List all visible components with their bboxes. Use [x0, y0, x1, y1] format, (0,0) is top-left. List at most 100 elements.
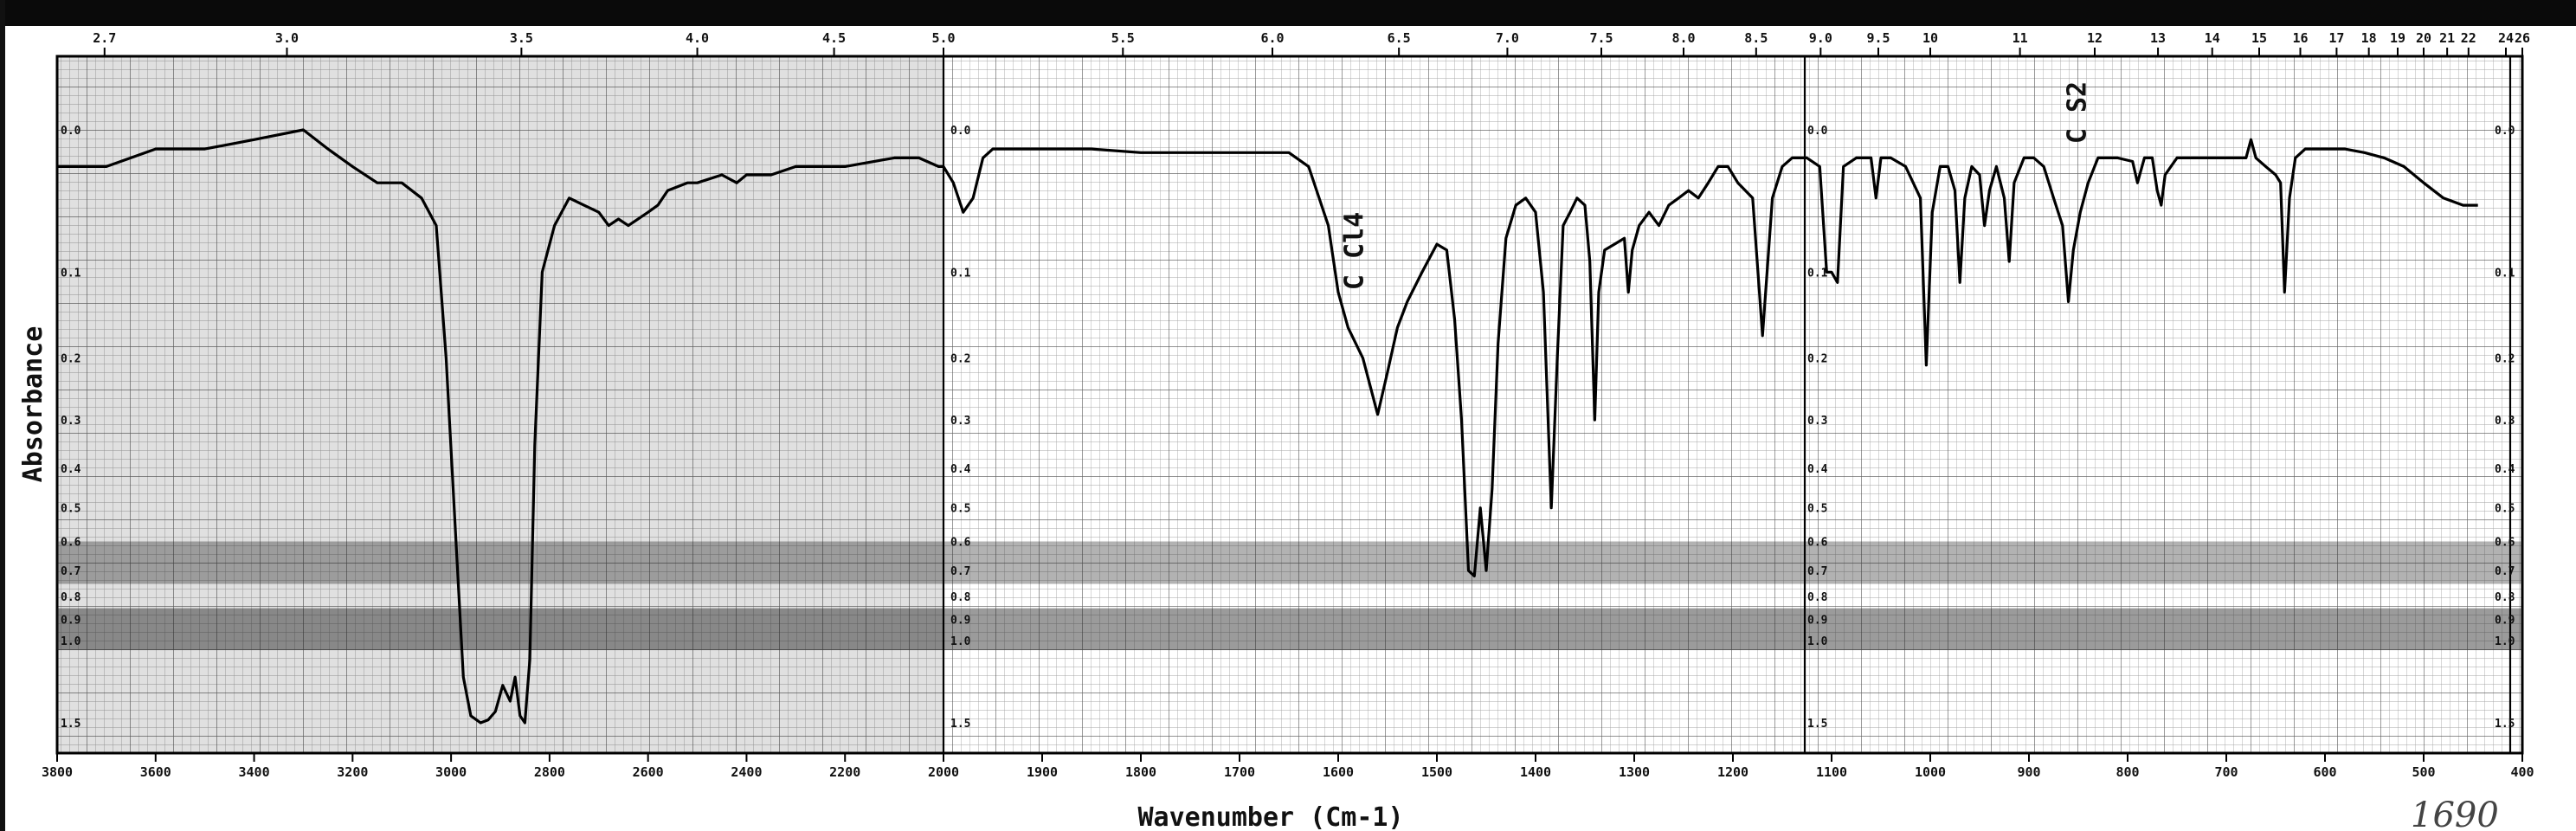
- top-tick-label-10: 7.5: [1589, 30, 1613, 46]
- top-tick-label-13: 9.0: [1809, 30, 1832, 46]
- x-axis-title: Wavenumber (Cm-1): [1137, 802, 1403, 831]
- abs-tick-label-1-6: 0.6: [950, 537, 971, 550]
- abs-tick-label-0-4: 0.4: [61, 463, 81, 476]
- x-tick-label-1200: 1200: [1717, 764, 1748, 780]
- abs-tick-label-3-0: 0.0: [2495, 125, 2515, 138]
- abs-tick-label-2-1: 0.1: [1807, 267, 1828, 280]
- absorbance-axis: 0.0 0.1 0.2 0.3 0.4 0.5 0.6 0.7 0.8 0.9 1.0 1.5 0.0 0…: [61, 125, 2515, 731]
- top-tick-label-20: 15: [2251, 30, 2267, 46]
- abs-tick-label-1-3: 0.3: [950, 415, 970, 428]
- top-tick-label-18: 13: [2150, 30, 2166, 46]
- x-tick-label-700: 700: [2214, 764, 2238, 780]
- abs-tick-label-1-11: 1.5: [950, 718, 970, 731]
- x-tick-label-2000: 2000: [928, 764, 959, 780]
- x-tick-label-1300: 1300: [1619, 764, 1650, 780]
- x-tick-label-800: 800: [2116, 764, 2139, 780]
- top-tick-label-27: 22: [2461, 30, 2476, 46]
- abs-tick-label-1-8: 0.8: [950, 591, 971, 604]
- abs-tick-label-0-9: 0.9: [61, 615, 80, 628]
- dense-grid-region: [57, 56, 943, 753]
- abs-tick-label-2-4: 0.4: [1807, 463, 1828, 476]
- top-tick-label-14: 9.5: [1866, 30, 1890, 46]
- abs-tick-label-3-5: 0.5: [2495, 503, 2515, 516]
- abs-tick-label-0-7: 0.7: [61, 565, 80, 578]
- abs-tick-label-1-5: 0.5: [950, 503, 970, 516]
- top-tick-label-22: 17: [2328, 30, 2344, 46]
- x-tick-label-3400: 3400: [238, 764, 269, 780]
- abs-tick-label-3-9: 0.9: [2495, 615, 2515, 628]
- abs-tick-label-2-11: 1.5: [1807, 718, 1827, 731]
- x-tick-label-2600: 2600: [633, 764, 664, 780]
- top-tick-label-12: 8.5: [1744, 30, 1768, 46]
- top-tick-label-19: 14: [2205, 30, 2220, 46]
- x-tick-label-500: 500: [2412, 764, 2435, 780]
- top-tick-label-26: 21: [2439, 30, 2455, 46]
- top-tick-label-7: 6.0: [1260, 30, 1284, 46]
- top-tick-label-24: 19: [2390, 30, 2405, 46]
- top-tick-label-0: 2.7: [93, 30, 116, 46]
- abs-tick-label-2-9: 0.9: [1807, 615, 1827, 628]
- margin-note: 1690: [2411, 796, 2499, 831]
- y-axis-title: Absorbance: [18, 326, 48, 483]
- x-tick-label-3800: 3800: [42, 764, 73, 780]
- top-tick-label-16: 11: [2012, 30, 2028, 46]
- abs-tick-label-2-6: 0.6: [1807, 537, 1828, 550]
- dark-band-1: [57, 608, 2522, 651]
- top-tick-label-23: 18: [2361, 30, 2377, 46]
- top-tick-label-17: 12: [2087, 30, 2103, 46]
- abs-tick-label-3-7: 0.7: [2495, 565, 2515, 578]
- abs-tick-label-1-2: 0.2: [950, 353, 970, 366]
- abs-tick-label-1-1: 0.1: [950, 267, 971, 280]
- annotations: C Cl4 C S2: [1340, 81, 2093, 290]
- abs-tick-label-0-10: 1.0: [61, 635, 81, 648]
- top-tick-label-28: 24: [2498, 30, 2514, 46]
- top-tick-label-11: 8.0: [1671, 30, 1695, 46]
- x-tick-label-1500: 1500: [1421, 764, 1452, 780]
- abs-tick-label-0-2: 0.2: [61, 353, 80, 366]
- abs-tick-label-3-2: 0.2: [2495, 353, 2515, 366]
- abs-tick-label-2-0: 0.0: [1807, 125, 1828, 138]
- top-tick-label-1: 3.0: [275, 30, 299, 46]
- top-micron-axis: 2.7 3.0 3.5 4.0 4.5 5.0 5.5 6.0 6.5 7.0 7.5 8.0 8.5 9…: [93, 30, 2530, 56]
- top-tick-label-29: 26: [2515, 30, 2530, 46]
- left-scan-border: [0, 0, 5, 831]
- x-tick-label-1000: 1000: [1915, 764, 1946, 780]
- abs-tick-label-3-1: 0.1: [2495, 267, 2515, 280]
- x-tick-label-900: 900: [2017, 764, 2040, 780]
- top-tick-label-21: 16: [2292, 30, 2308, 46]
- top-tick-label-15: 10: [1922, 30, 1938, 46]
- top-tick-label-5: 5.0: [931, 30, 955, 46]
- top-tick-label-25: 20: [2416, 30, 2431, 46]
- abs-tick-label-3-3: 0.3: [2495, 415, 2515, 428]
- x-tick-label-1700: 1700: [1224, 764, 1255, 780]
- abs-tick-label-2-10: 1.0: [1807, 635, 1828, 648]
- x-tick-label-1100: 1100: [1816, 764, 1847, 780]
- plot-area: [55, 55, 2524, 755]
- abs-tick-label-1-9: 0.9: [950, 615, 970, 628]
- x-tick-label-3600: 3600: [140, 764, 171, 780]
- abs-tick-label-3-11: 1.5: [2495, 718, 2515, 731]
- dark-band-0: [57, 541, 2522, 584]
- x-tick-label-3200: 3200: [337, 764, 368, 780]
- top-tick-label-2: 3.5: [510, 30, 533, 46]
- x-tick-label-2400: 2400: [731, 764, 762, 780]
- top-tick-label-6: 5.5: [1111, 30, 1135, 46]
- x-tick-label-400: 400: [2510, 764, 2534, 780]
- abs-tick-label-2-8: 0.8: [1807, 591, 1828, 604]
- x-tick-label-3000: 3000: [435, 764, 467, 780]
- abs-tick-label-3-4: 0.4: [2495, 463, 2515, 476]
- x-tick-label-1900: 1900: [1027, 764, 1058, 780]
- abs-tick-label-0-0: 0.0: [61, 125, 81, 138]
- abs-tick-label-3-6: 0.6: [2495, 537, 2515, 550]
- x-tick-label-1600: 1600: [1323, 764, 1354, 780]
- top-tick-label-3: 4.0: [686, 30, 709, 46]
- abs-tick-label-1-10: 1.0: [950, 635, 971, 648]
- top-tick-label-4: 4.5: [822, 30, 846, 46]
- abs-tick-label-0-3: 0.3: [61, 415, 80, 428]
- abs-tick-label-2-2: 0.2: [1807, 353, 1827, 366]
- top-tick-label-9: 7.0: [1496, 30, 1519, 46]
- abs-tick-label-3-10: 1.0: [2495, 635, 2515, 648]
- abs-tick-label-0-11: 1.5: [61, 718, 80, 731]
- x-tick-label-1400: 1400: [1520, 764, 1551, 780]
